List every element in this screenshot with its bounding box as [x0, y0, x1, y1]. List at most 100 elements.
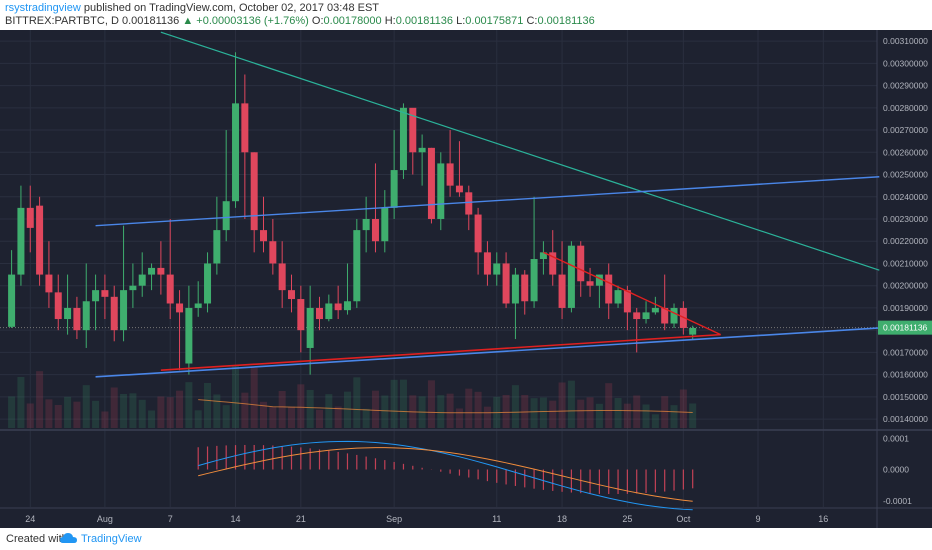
candle-body — [465, 192, 473, 215]
volume-bar — [17, 377, 25, 428]
candle-body — [260, 230, 268, 242]
volume-bar — [343, 391, 351, 428]
candle-body — [530, 259, 538, 302]
date-tick-label: 16 — [818, 514, 828, 524]
candle-body — [558, 274, 566, 308]
price-tick-label: 0.00160000 — [883, 370, 928, 380]
candle-body — [614, 290, 622, 304]
volume-bar — [605, 383, 613, 428]
volume-bar — [642, 404, 650, 428]
volume-bar — [222, 405, 230, 428]
candle-body — [689, 327, 697, 335]
price-tick-label: 0.00200000 — [883, 281, 928, 291]
candle-body — [325, 303, 333, 320]
price-tick-label: 0.00300000 — [883, 58, 928, 68]
created-with-text: Created with — [6, 533, 68, 545]
volume-bar — [614, 398, 622, 428]
candle-body — [567, 245, 575, 308]
volume-bar — [45, 399, 53, 428]
candle-body — [92, 290, 100, 302]
tradingview-cloud-icon — [60, 533, 77, 543]
date-tick-label: 24 — [25, 514, 35, 524]
candle-body — [315, 307, 323, 320]
candle-body — [73, 307, 81, 331]
volume-bar — [567, 380, 575, 428]
candle-body — [446, 163, 454, 186]
candle-body — [390, 170, 398, 208]
last-price-box — [878, 320, 932, 335]
volume-bar — [689, 403, 697, 428]
price-tick-label: 0.00270000 — [883, 125, 928, 135]
price-tick-label: 0.00260000 — [883, 147, 928, 157]
candle-body — [586, 281, 594, 286]
volume-bar — [26, 403, 34, 428]
volume-bar — [110, 387, 118, 428]
candle-body — [483, 252, 491, 275]
candle-body — [511, 274, 519, 304]
candle-body — [651, 307, 659, 313]
macd-signal-line — [198, 447, 693, 502]
candle-body — [493, 263, 501, 275]
chart-background — [0, 30, 932, 528]
publish-line: rsystradingview published on TradingView… — [5, 2, 379, 14]
price-tick-label: 0.00190000 — [883, 303, 928, 313]
tradingview-brand-link[interactable]: TradingView — [81, 533, 142, 545]
candle-body — [306, 307, 314, 348]
date-tick-label: 7 — [168, 514, 173, 524]
volume-bar — [73, 401, 81, 428]
volume-bar — [138, 399, 146, 428]
price-tick-label: 0.00150000 — [883, 392, 928, 402]
candle-body — [595, 274, 603, 286]
price-tick-label: 0.00170000 — [883, 347, 928, 357]
volume-bar — [101, 411, 109, 428]
macd-tick-label: -0.0001 — [883, 496, 912, 506]
volume-bar — [539, 397, 547, 428]
volume-bar — [633, 395, 641, 428]
volume-bar — [390, 379, 398, 428]
candle-body — [353, 230, 361, 302]
low-value: 0.00175871 — [465, 15, 524, 27]
volume-bar — [577, 399, 585, 428]
volume-bar — [446, 393, 454, 428]
candle-body — [157, 267, 165, 275]
candle-body — [194, 303, 202, 308]
candle-body — [166, 274, 174, 304]
volume-bar — [92, 400, 100, 428]
volume-bar — [437, 395, 445, 428]
last-price: 0.00181136 — [121, 15, 180, 27]
candle-body — [45, 274, 53, 293]
candle-body — [297, 299, 305, 331]
date-tick-label: 18 — [557, 514, 567, 524]
date-tick-label: Aug — [97, 514, 113, 524]
candle-body — [623, 290, 631, 313]
volume-bar — [325, 394, 333, 428]
price-tick-label: 0.00140000 — [883, 414, 928, 424]
price-tick-label: 0.00280000 — [883, 103, 928, 113]
candle-body — [138, 274, 146, 286]
candle-body — [642, 312, 650, 320]
symbol-label: BITTREX:PARTBTC, D — [5, 15, 119, 27]
volume-bar — [166, 397, 174, 428]
candle-body — [418, 147, 426, 153]
volume-bar — [474, 391, 482, 428]
volume-bar — [334, 406, 342, 428]
candle-body — [409, 107, 417, 153]
last-price-label: 0.00181136 — [883, 323, 928, 333]
candle-body — [204, 263, 212, 304]
price-change: +0.00003136 (+1.76%) — [196, 15, 309, 27]
candle-body — [502, 263, 510, 304]
candle-body — [343, 301, 351, 311]
volume-bar — [129, 393, 137, 428]
candle-body — [381, 207, 389, 242]
candle-body — [222, 201, 230, 231]
volume-bar — [64, 396, 72, 428]
price-chart[interactable]: 0.00310000 0.00300000 0.00290000 0.00280000… — [0, 30, 932, 528]
volume-bar — [288, 406, 295, 428]
candle-body — [437, 163, 445, 219]
volume-bar — [54, 405, 62, 428]
candle-body — [241, 103, 249, 153]
candle-body — [129, 285, 137, 291]
volume-bar — [250, 367, 258, 428]
volume-bar — [36, 371, 44, 428]
author-link[interactable]: rsystradingview — [5, 2, 81, 14]
